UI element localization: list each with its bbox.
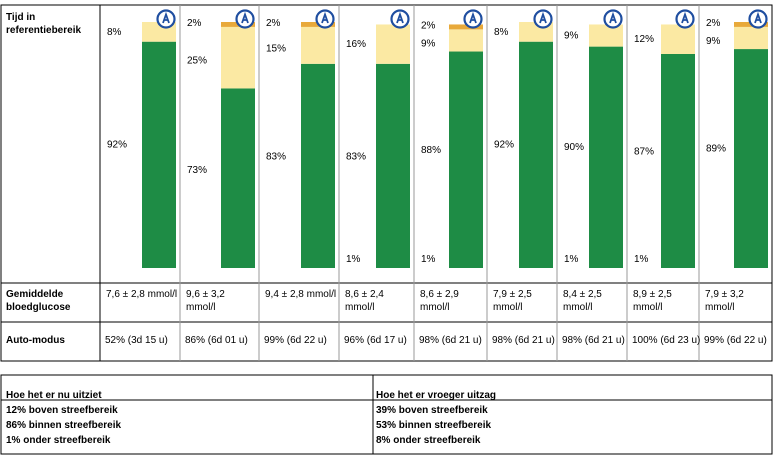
data-label-above-range: 8% <box>494 27 509 38</box>
auto-mode-icon-glyph <box>396 11 404 24</box>
bar-segment-in-range <box>734 49 768 269</box>
auto-mode-icon-glyph <box>609 11 617 24</box>
summary-now-line-3: 1% onder streefbereik <box>6 435 111 446</box>
row-label-auto-mode: Auto-modus <box>6 335 65 346</box>
data-label-below-range: 1% <box>564 254 579 265</box>
auto-mode-icon <box>235 9 255 29</box>
auto-mode-icon <box>315 9 335 29</box>
glucose-cell: 8,4 ± 2,5 mmol/l <box>563 289 602 313</box>
auto-mode-icon <box>675 9 695 29</box>
summary-now-line-1: 12% boven streefbereik <box>6 405 118 416</box>
auto-mode-cell: 98% (6d 21 u) <box>419 335 482 346</box>
bar-segment-above-range <box>734 26 768 50</box>
data-label-above-range: 9% <box>564 31 579 42</box>
row-label-glucose: Gemiddelde bloedglucose <box>6 289 71 313</box>
summary-table-border <box>0 374 773 455</box>
summary-before-header: Hoe het er vroeger uitzag <box>376 390 497 401</box>
auto-mode-icon <box>463 9 483 29</box>
glucose-cell: 7,6 ± 2,8 mmol/l <box>106 289 178 300</box>
auto-mode-icon <box>748 9 768 29</box>
auto-mode-cell: 98% (6d 21 u) <box>492 335 555 346</box>
bar-segment-above-range <box>301 26 335 64</box>
bar-segment-above-range <box>376 24 410 64</box>
table-border <box>0 4 773 362</box>
glucose-cell: 9,6 ± 3,2 mmol/l <box>186 289 225 313</box>
auto-mode-icon <box>603 9 623 29</box>
bar-segment-in-range <box>376 63 410 268</box>
summary-before-line-2: 53% binnen streefbereik <box>376 420 492 431</box>
auto-mode-cell: 100% (6d 23 u) <box>632 335 701 346</box>
auto-mode-cell: 86% (6d 01 u) <box>185 335 248 346</box>
auto-mode-cell: 99% (6d 22 u) <box>264 335 327 346</box>
auto-mode-icon-glyph <box>241 11 249 24</box>
data-label-in-range: 88% <box>421 145 441 156</box>
bar-segment-above-range <box>661 24 695 54</box>
data-label-high: 2% <box>266 18 281 29</box>
bar-segment-high <box>449 24 483 30</box>
glucose-cell: 7,9 ± 2,5 mmol/l <box>493 289 532 313</box>
data-label-above-range: 9% <box>421 38 436 49</box>
bar-segment-in-range <box>519 41 553 269</box>
bar-segment-above-range <box>449 29 483 52</box>
row-label-chart: Tijd in referentiebereik <box>6 12 82 36</box>
data-label-below-range: 1% <box>421 254 436 265</box>
data-label-above-range: 15% <box>266 43 286 54</box>
data-label-above-range: 9% <box>706 36 721 47</box>
auto-mode-icon <box>390 9 410 29</box>
glucose-cell: 8,6 ± 2,9 mmol/l <box>420 289 459 313</box>
bar-segment-in-range <box>449 51 483 268</box>
data-label-below-range: 1% <box>634 254 649 265</box>
auto-mode-icon-glyph <box>754 11 762 24</box>
data-label-in-range: 83% <box>266 152 286 163</box>
auto-mode-icon-glyph <box>469 11 477 24</box>
data-label-in-range: 90% <box>564 142 584 153</box>
bar-segment-in-range <box>301 63 335 268</box>
auto-mode-cell: 98% (6d 21 u) <box>562 335 625 346</box>
auto-mode-cell: 52% (3d 15 u) <box>105 335 168 346</box>
data-label-above-range: 12% <box>634 34 654 45</box>
glucose-cell: 8,6 ± 2,4 mmol/l <box>345 289 384 313</box>
bar-segment-in-range <box>661 53 695 269</box>
summary-before-line-3: 8% onder streefbereik <box>376 435 481 446</box>
data-label-in-range: 73% <box>187 165 207 176</box>
summary-now-header: Hoe het er nu uitziet <box>6 390 102 401</box>
data-label-high: 2% <box>187 18 202 29</box>
auto-mode-cell: 96% (6d 17 u) <box>344 335 407 346</box>
glucose-cell: 7,9 ± 3,2 mmol/l <box>705 289 744 313</box>
bar-segment-above-range <box>221 26 255 89</box>
bar-segment-in-range <box>221 88 255 268</box>
data-label-below-range: 1% <box>346 254 361 265</box>
glucose-cell: 8,9 ± 2,5 mmol/l <box>633 289 672 313</box>
bar-segment-in-range <box>142 41 176 269</box>
auto-mode-icon <box>533 9 553 29</box>
data-label-in-range: 92% <box>494 140 514 151</box>
data-label-above-range: 8% <box>107 27 122 38</box>
bar-segment-above-range <box>589 24 623 47</box>
auto-mode-icon <box>156 9 176 29</box>
auto-mode-icon-glyph <box>681 11 689 24</box>
auto-mode-icon-glyph <box>321 11 329 24</box>
auto-mode-icon-glyph <box>539 11 547 24</box>
summary-now-line-2: 86% binnen streefbereik <box>6 420 122 431</box>
auto-mode-cell: 99% (6d 22 u) <box>704 335 767 346</box>
summary-before-line-1: 39% boven streefbereik <box>376 405 488 416</box>
data-label-high: 2% <box>421 20 436 31</box>
data-label-in-range: 89% <box>706 144 726 155</box>
glucose-cell: 9,4 ± 2,8 mmol/l <box>265 289 337 300</box>
auto-mode-icon-glyph <box>162 11 170 24</box>
data-label-in-range: 87% <box>634 146 654 157</box>
data-label-above-range: 16% <box>346 39 366 50</box>
data-label-above-range: 25% <box>187 56 207 67</box>
data-label-high: 2% <box>706 18 721 29</box>
data-label-in-range: 83% <box>346 152 366 163</box>
bar-segment-in-range <box>589 46 623 268</box>
data-label-in-range: 92% <box>107 140 127 151</box>
